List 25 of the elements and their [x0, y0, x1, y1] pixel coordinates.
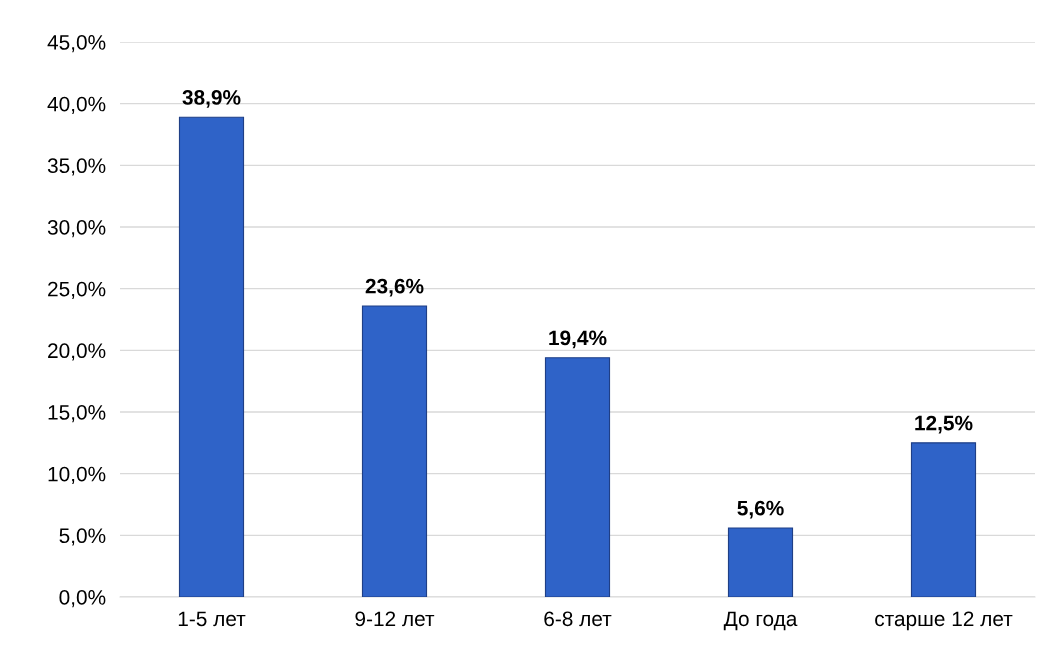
bar: [544, 357, 611, 597]
bar: [727, 527, 794, 597]
data-label: 19,4%: [549, 330, 607, 349]
y-tick-label: 40,0%: [47, 96, 106, 114]
data-label: 23,6%: [365, 278, 424, 297]
y-tick-label: 20,0%: [48, 343, 106, 361]
y-tick-label: 15,0%: [48, 405, 106, 423]
x-tick-label: 1-5 лет: [178, 611, 246, 627]
y-tick-label: 30,0%: [47, 220, 106, 238]
data-label: 38,9%: [182, 90, 241, 108]
x-tick-label: До года: [723, 611, 798, 631]
x-tick-label: 9-12 лет: [355, 611, 435, 627]
y-tick-label: 45,0%: [47, 35, 106, 53]
bar: [910, 442, 977, 597]
bar: [361, 305, 428, 597]
x-tick-label: старше 12 лет: [875, 611, 1013, 631]
data-label: 5,6%: [737, 500, 784, 519]
y-tick-label: 10,0%: [48, 466, 106, 484]
y-tick-label: 35,0%: [47, 158, 106, 176]
y-tick-label: 25,0%: [48, 281, 106, 299]
data-label: 12,5%: [915, 415, 973, 434]
bar: [178, 116, 245, 597]
x-tick-label: 6-8 лет: [544, 611, 612, 627]
y-tick-label: 0,0%: [59, 590, 106, 608]
y-tick-label: 5,0%: [59, 528, 106, 546]
